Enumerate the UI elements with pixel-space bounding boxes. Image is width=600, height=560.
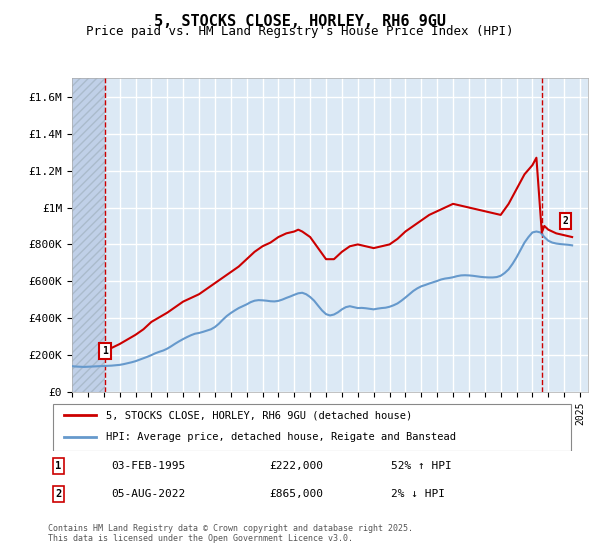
- Text: Contains HM Land Registry data © Crown copyright and database right 2025.
This d: Contains HM Land Registry data © Crown c…: [48, 524, 413, 543]
- Text: 2% ↓ HPI: 2% ↓ HPI: [391, 489, 445, 499]
- Text: 2: 2: [563, 216, 569, 226]
- Text: 05-AUG-2022: 05-AUG-2022: [112, 489, 185, 499]
- Text: 2: 2: [55, 489, 62, 499]
- Text: 5, STOCKS CLOSE, HORLEY, RH6 9GU: 5, STOCKS CLOSE, HORLEY, RH6 9GU: [154, 14, 446, 29]
- Text: Price paid vs. HM Land Registry's House Price Index (HPI): Price paid vs. HM Land Registry's House …: [86, 25, 514, 38]
- Bar: [72, 78, 105, 392]
- Text: £865,000: £865,000: [270, 489, 324, 499]
- FancyBboxPatch shape: [53, 404, 571, 451]
- Text: 52% ↑ HPI: 52% ↑ HPI: [391, 461, 452, 471]
- Text: 1: 1: [102, 346, 108, 356]
- Text: £222,000: £222,000: [270, 461, 324, 471]
- Text: HPI: Average price, detached house, Reigate and Banstead: HPI: Average price, detached house, Reig…: [106, 432, 456, 442]
- Text: 5, STOCKS CLOSE, HORLEY, RH6 9GU (detached house): 5, STOCKS CLOSE, HORLEY, RH6 9GU (detach…: [106, 410, 412, 420]
- Text: 03-FEB-1995: 03-FEB-1995: [112, 461, 185, 471]
- Text: 1: 1: [55, 461, 62, 471]
